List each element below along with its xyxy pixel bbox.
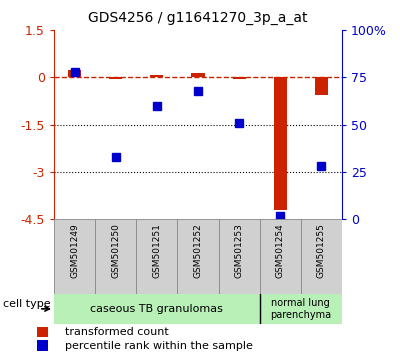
Bar (178, 219, 218, 294)
Bar (95, 219, 136, 294)
Text: GSM501252: GSM501252 (194, 223, 202, 278)
Bar (54, 219, 95, 294)
Title: GDS4256 / g11641270_3p_a_at: GDS4256 / g11641270_3p_a_at (88, 11, 308, 25)
Text: normal lung
parenchyma: normal lung parenchyma (270, 298, 332, 320)
Bar (150, 75, 164, 78)
Bar (218, 219, 260, 294)
Bar (68, 69, 81, 78)
Bar (136, 219, 178, 294)
Text: GSM501254: GSM501254 (276, 223, 285, 278)
Bar (260, 294, 342, 324)
Bar (109, 78, 122, 79)
Text: cell type: cell type (3, 299, 50, 309)
Bar (54, 294, 260, 324)
Text: GSM501249: GSM501249 (70, 223, 79, 278)
Bar (301, 219, 342, 294)
Text: GSM501253: GSM501253 (235, 223, 244, 278)
Bar (260, 219, 301, 294)
Bar (274, 78, 287, 210)
Text: percentile rank within the sample: percentile rank within the sample (65, 341, 253, 351)
Text: transformed count: transformed count (65, 327, 168, 337)
Bar (37, 327, 48, 337)
Text: GSM501255: GSM501255 (317, 223, 326, 278)
Bar (315, 78, 328, 95)
Bar (37, 341, 48, 351)
Text: GSM501250: GSM501250 (111, 223, 120, 278)
Bar (232, 78, 246, 79)
Text: caseous TB granulomas: caseous TB granulomas (90, 304, 223, 314)
Bar (192, 73, 204, 78)
Text: GSM501251: GSM501251 (152, 223, 161, 278)
